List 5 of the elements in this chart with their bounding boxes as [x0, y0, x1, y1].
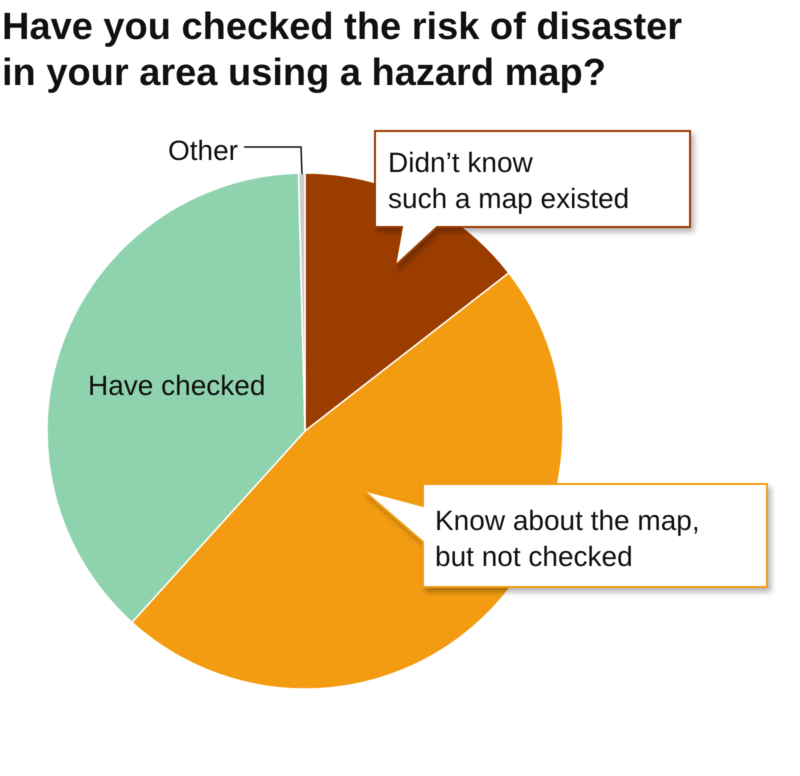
slice-label: Have checked: [88, 370, 266, 401]
slice-label: Didn’t know such a map existed: [388, 147, 630, 214]
slice-label: Know about the map, but not checked: [435, 505, 700, 572]
slice-label: Other: [168, 135, 238, 166]
chart-title: Have you checked the risk of disaster in your area using a hazard map?: [2, 6, 682, 94]
